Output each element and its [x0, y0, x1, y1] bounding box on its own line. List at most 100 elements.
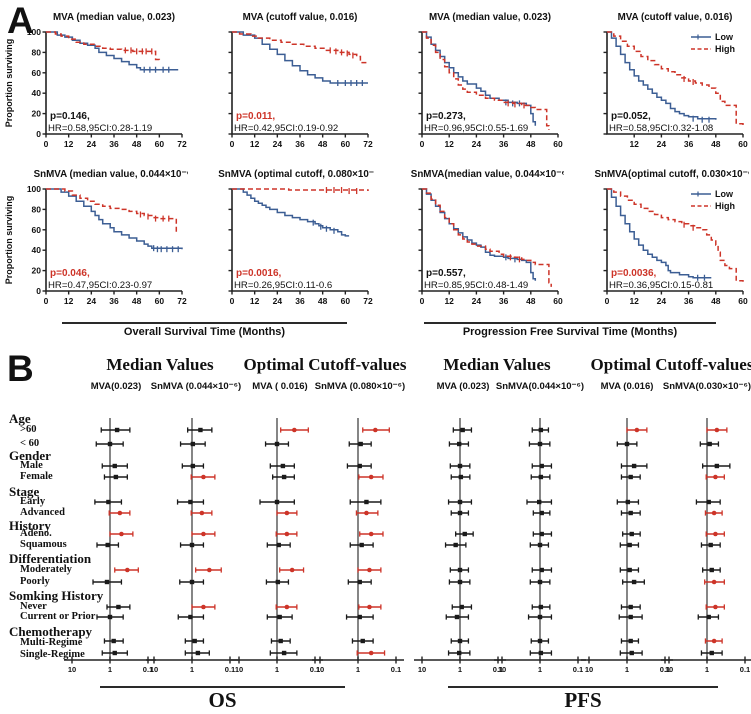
forest-col-header-6: MVA (0.016) [600, 381, 654, 392]
x-tick-label: 24 [87, 139, 97, 149]
x-tick-label: 24 [472, 296, 482, 306]
pfs-footer-line [448, 686, 718, 688]
forest-point-marker [457, 638, 463, 644]
forest-point-marker [364, 499, 369, 505]
forest-axis-tick-label: 10 [418, 665, 426, 674]
forest-column-os-snmva-median: 10 1 0.1 [146, 418, 238, 674]
x-tick-label: 72 [363, 296, 373, 306]
x-tick-label: 36 [499, 296, 509, 306]
km-curve-high [46, 31, 161, 61]
forest-point-marker [457, 499, 463, 505]
forest-point-marker [457, 579, 463, 585]
forest-point-marker [277, 614, 282, 620]
x-tick-label: 48 [526, 139, 536, 149]
forest-point-marker [457, 463, 463, 469]
forest-point-marker [192, 638, 197, 644]
x-tick-label: 60 [155, 139, 165, 149]
hr-value: HR=0.96,95CI:0.55-1.69 [424, 123, 528, 134]
os-axis-underline [62, 322, 347, 324]
forest-row-group-5: Somking History [9, 588, 104, 603]
forest-point-marker [539, 567, 544, 573]
forest-row-item: Adeno. [20, 528, 52, 539]
x-tick-label: 60 [341, 296, 351, 306]
forest-point-marker [628, 614, 633, 620]
forest-point-marker [114, 427, 120, 433]
km-curve-high [232, 188, 369, 191]
x-tick-label: 72 [363, 139, 373, 149]
forest-point-marker [539, 531, 544, 537]
p-value: p=0.046, [50, 268, 90, 279]
forest-point-marker [538, 427, 544, 433]
forest-axis-tick-label: 1 [538, 665, 542, 674]
forest-point-marker [117, 510, 123, 516]
forest-point-marker [278, 638, 283, 644]
x-tick-label: 0 [44, 139, 49, 149]
y-tick-label: 80 [32, 204, 42, 214]
x-tick-label: 60 [155, 296, 165, 306]
forest-point-marker [189, 542, 195, 548]
forest-point-marker [458, 474, 464, 480]
x-tick-label: 0 [230, 296, 235, 306]
forest-point-marker [368, 650, 374, 656]
forest-point-marker [201, 604, 206, 610]
legend-low-label: Low [715, 32, 734, 42]
y-tick-label: 0 [36, 129, 41, 139]
x-tick-label: 60 [553, 296, 563, 306]
forest-point-marker [456, 441, 462, 447]
forest-point-marker [707, 441, 712, 447]
forest-point-marker [188, 499, 193, 505]
forest-row-item: Female [20, 471, 53, 482]
km-title: MVA (median value, 0.023) [429, 12, 551, 23]
forest-row-item: Moderately [20, 564, 72, 575]
forest-point-marker [631, 579, 637, 585]
forest-row-item: Male [20, 460, 43, 471]
x-tick-label: 24 [87, 296, 97, 306]
forest-point-marker [190, 463, 196, 469]
km-title: SnMVA(optimal cutoff, 0.030×10⁻⁶) [594, 169, 749, 180]
forest-row-group-4: Differentiation [9, 551, 92, 566]
p-value: p=0.011, [236, 111, 275, 122]
hr-value: HR=0.58,95CI:0.32-1.08 [609, 123, 713, 134]
forest-point-marker [357, 579, 362, 585]
forest-point-marker [627, 542, 632, 548]
forest-point-marker [538, 604, 544, 610]
y-tick-label: 20 [32, 266, 42, 276]
forest-point-marker [539, 510, 544, 516]
forest-row-group-3: History [9, 518, 51, 533]
forest-point-marker [709, 567, 714, 573]
forest-axis-tick-label: 0.1 [493, 665, 503, 674]
forest-point-marker [274, 441, 280, 447]
hr-value: HR=0.58,95CI:0.28-1.19 [48, 123, 152, 134]
km-curve-high [422, 188, 552, 287]
os-footer-line [100, 686, 345, 688]
forest-axis-tick-label: 1 [275, 665, 279, 674]
forest-point-marker [706, 499, 711, 505]
x-tick-label: 12 [250, 296, 260, 306]
p-value: p=0.146, [50, 111, 90, 122]
x-tick-label: 36 [295, 139, 305, 149]
forest-row-item: Advanced [20, 507, 65, 518]
forest-group-header-0: Median Values [106, 355, 214, 374]
forest-point-marker [462, 531, 467, 537]
forest-col-header-1: SnMVA (0.044×10⁻⁶) [150, 381, 242, 392]
forest-point-marker [368, 531, 374, 537]
x-tick-label: 48 [132, 296, 142, 306]
forest-point-marker [713, 604, 718, 610]
x-tick-label: 36 [295, 296, 305, 306]
forest-point-marker [628, 604, 633, 610]
forest-point-marker [631, 463, 637, 469]
km-chart-pfs-snmva-cutoff: SnMVA(optimal cutoff, 0.030×10⁻⁶) 0 12 24 36… [594, 169, 749, 306]
y-tick-label: 80 [32, 47, 42, 57]
forest-point-marker [281, 650, 287, 656]
pfs-axis-label: Progression Free Survival Time (Months) [462, 326, 678, 338]
x-tick-label: 48 [318, 139, 328, 149]
forest-axis-tick-label: 1 [705, 665, 709, 674]
y-tick-label: 60 [32, 68, 42, 78]
x-tick-label: 0 [44, 296, 49, 306]
forest-plot: 10 1 0.110 1 0.1 10 1 0.110 1 0.1 10 1 0.110 1 0.1 10 1 0… [64, 418, 751, 674]
forest-point-marker [284, 510, 290, 516]
forest-point-marker [112, 463, 117, 469]
forest-row-item: Squamous [20, 539, 67, 550]
km-title: MVA (cutoff value, 0.016) [243, 12, 358, 23]
x-tick-label: 12 [444, 296, 454, 306]
